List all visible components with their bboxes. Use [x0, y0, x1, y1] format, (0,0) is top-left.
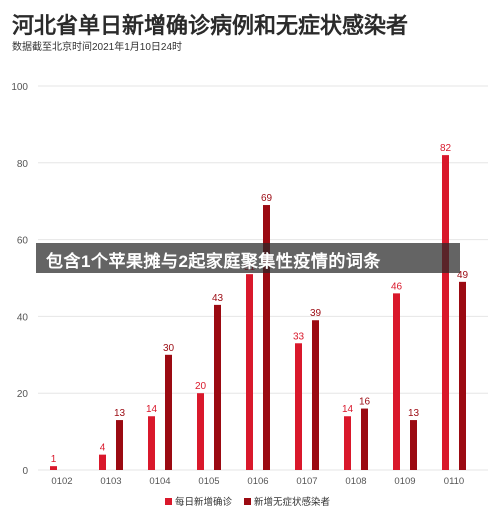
x-tick-label: 0107 — [296, 476, 317, 487]
bar — [344, 416, 351, 470]
data-label: 46 — [391, 281, 403, 292]
bar — [148, 416, 155, 470]
legend-label: 每日新增确诊 — [175, 496, 233, 508]
data-label: 4 — [100, 443, 106, 454]
data-label: 39 — [310, 308, 322, 319]
bar — [246, 274, 253, 470]
bar — [214, 304, 221, 470]
x-tick-label: 0106 — [247, 476, 268, 487]
x-tick-label: 0103 — [100, 476, 121, 487]
bar — [50, 466, 57, 470]
bar — [99, 454, 106, 470]
bar — [197, 393, 204, 470]
legend-swatch — [244, 498, 251, 505]
bar — [393, 293, 400, 470]
data-label: 20 — [195, 381, 207, 392]
y-tick-label: 60 — [17, 236, 29, 247]
x-tick-label: 0110 — [444, 476, 464, 487]
caption-overlay: 包含1个苹果摊与2起家庭聚集性疫情的词条 — [36, 243, 460, 273]
data-label: 30 — [163, 343, 175, 354]
x-tick-label: 0105 — [198, 476, 219, 487]
bar — [263, 205, 270, 471]
data-label: 13 — [114, 408, 126, 419]
bar — [165, 354, 172, 470]
legend-swatch — [165, 498, 172, 505]
x-tick-label: 0109 — [394, 476, 415, 487]
data-label: 14 — [146, 404, 158, 415]
bar — [410, 420, 417, 470]
y-tick-label: 20 — [17, 389, 29, 400]
y-tick-label: 0 — [22, 466, 28, 477]
data-label: 43 — [212, 293, 224, 304]
chart-subtitle: 数据截至北京时间2021年1月10日24时 — [12, 42, 183, 53]
data-label: 82 — [440, 143, 452, 154]
bar — [361, 408, 368, 470]
data-label: 13 — [408, 408, 420, 419]
data-label: 14 — [342, 404, 354, 415]
data-label: 16 — [359, 397, 371, 408]
data-label: 33 — [293, 331, 305, 342]
bar — [459, 281, 466, 470]
x-tick-label: 0104 — [149, 476, 170, 487]
bar — [116, 420, 123, 470]
data-label: 49 — [457, 270, 469, 281]
bar — [295, 343, 302, 470]
x-tick-label: 0102 — [51, 476, 72, 487]
x-tick-label: 0108 — [345, 476, 366, 487]
bar — [442, 155, 449, 470]
y-tick-label: 100 — [11, 82, 28, 93]
data-label: 69 — [261, 193, 273, 204]
caption-overlay-text: 包含1个苹果摊与2起家庭聚集性疫情的词条 — [46, 252, 381, 271]
y-tick-label: 40 — [17, 312, 29, 323]
legend-label: 新增无症状感染者 — [254, 496, 330, 508]
y-tick-label: 80 — [17, 159, 29, 170]
bar — [312, 320, 319, 470]
data-label: 1 — [51, 454, 57, 465]
chart-title: 河北省单日新增确诊病例和无症状感染者 — [12, 13, 409, 38]
